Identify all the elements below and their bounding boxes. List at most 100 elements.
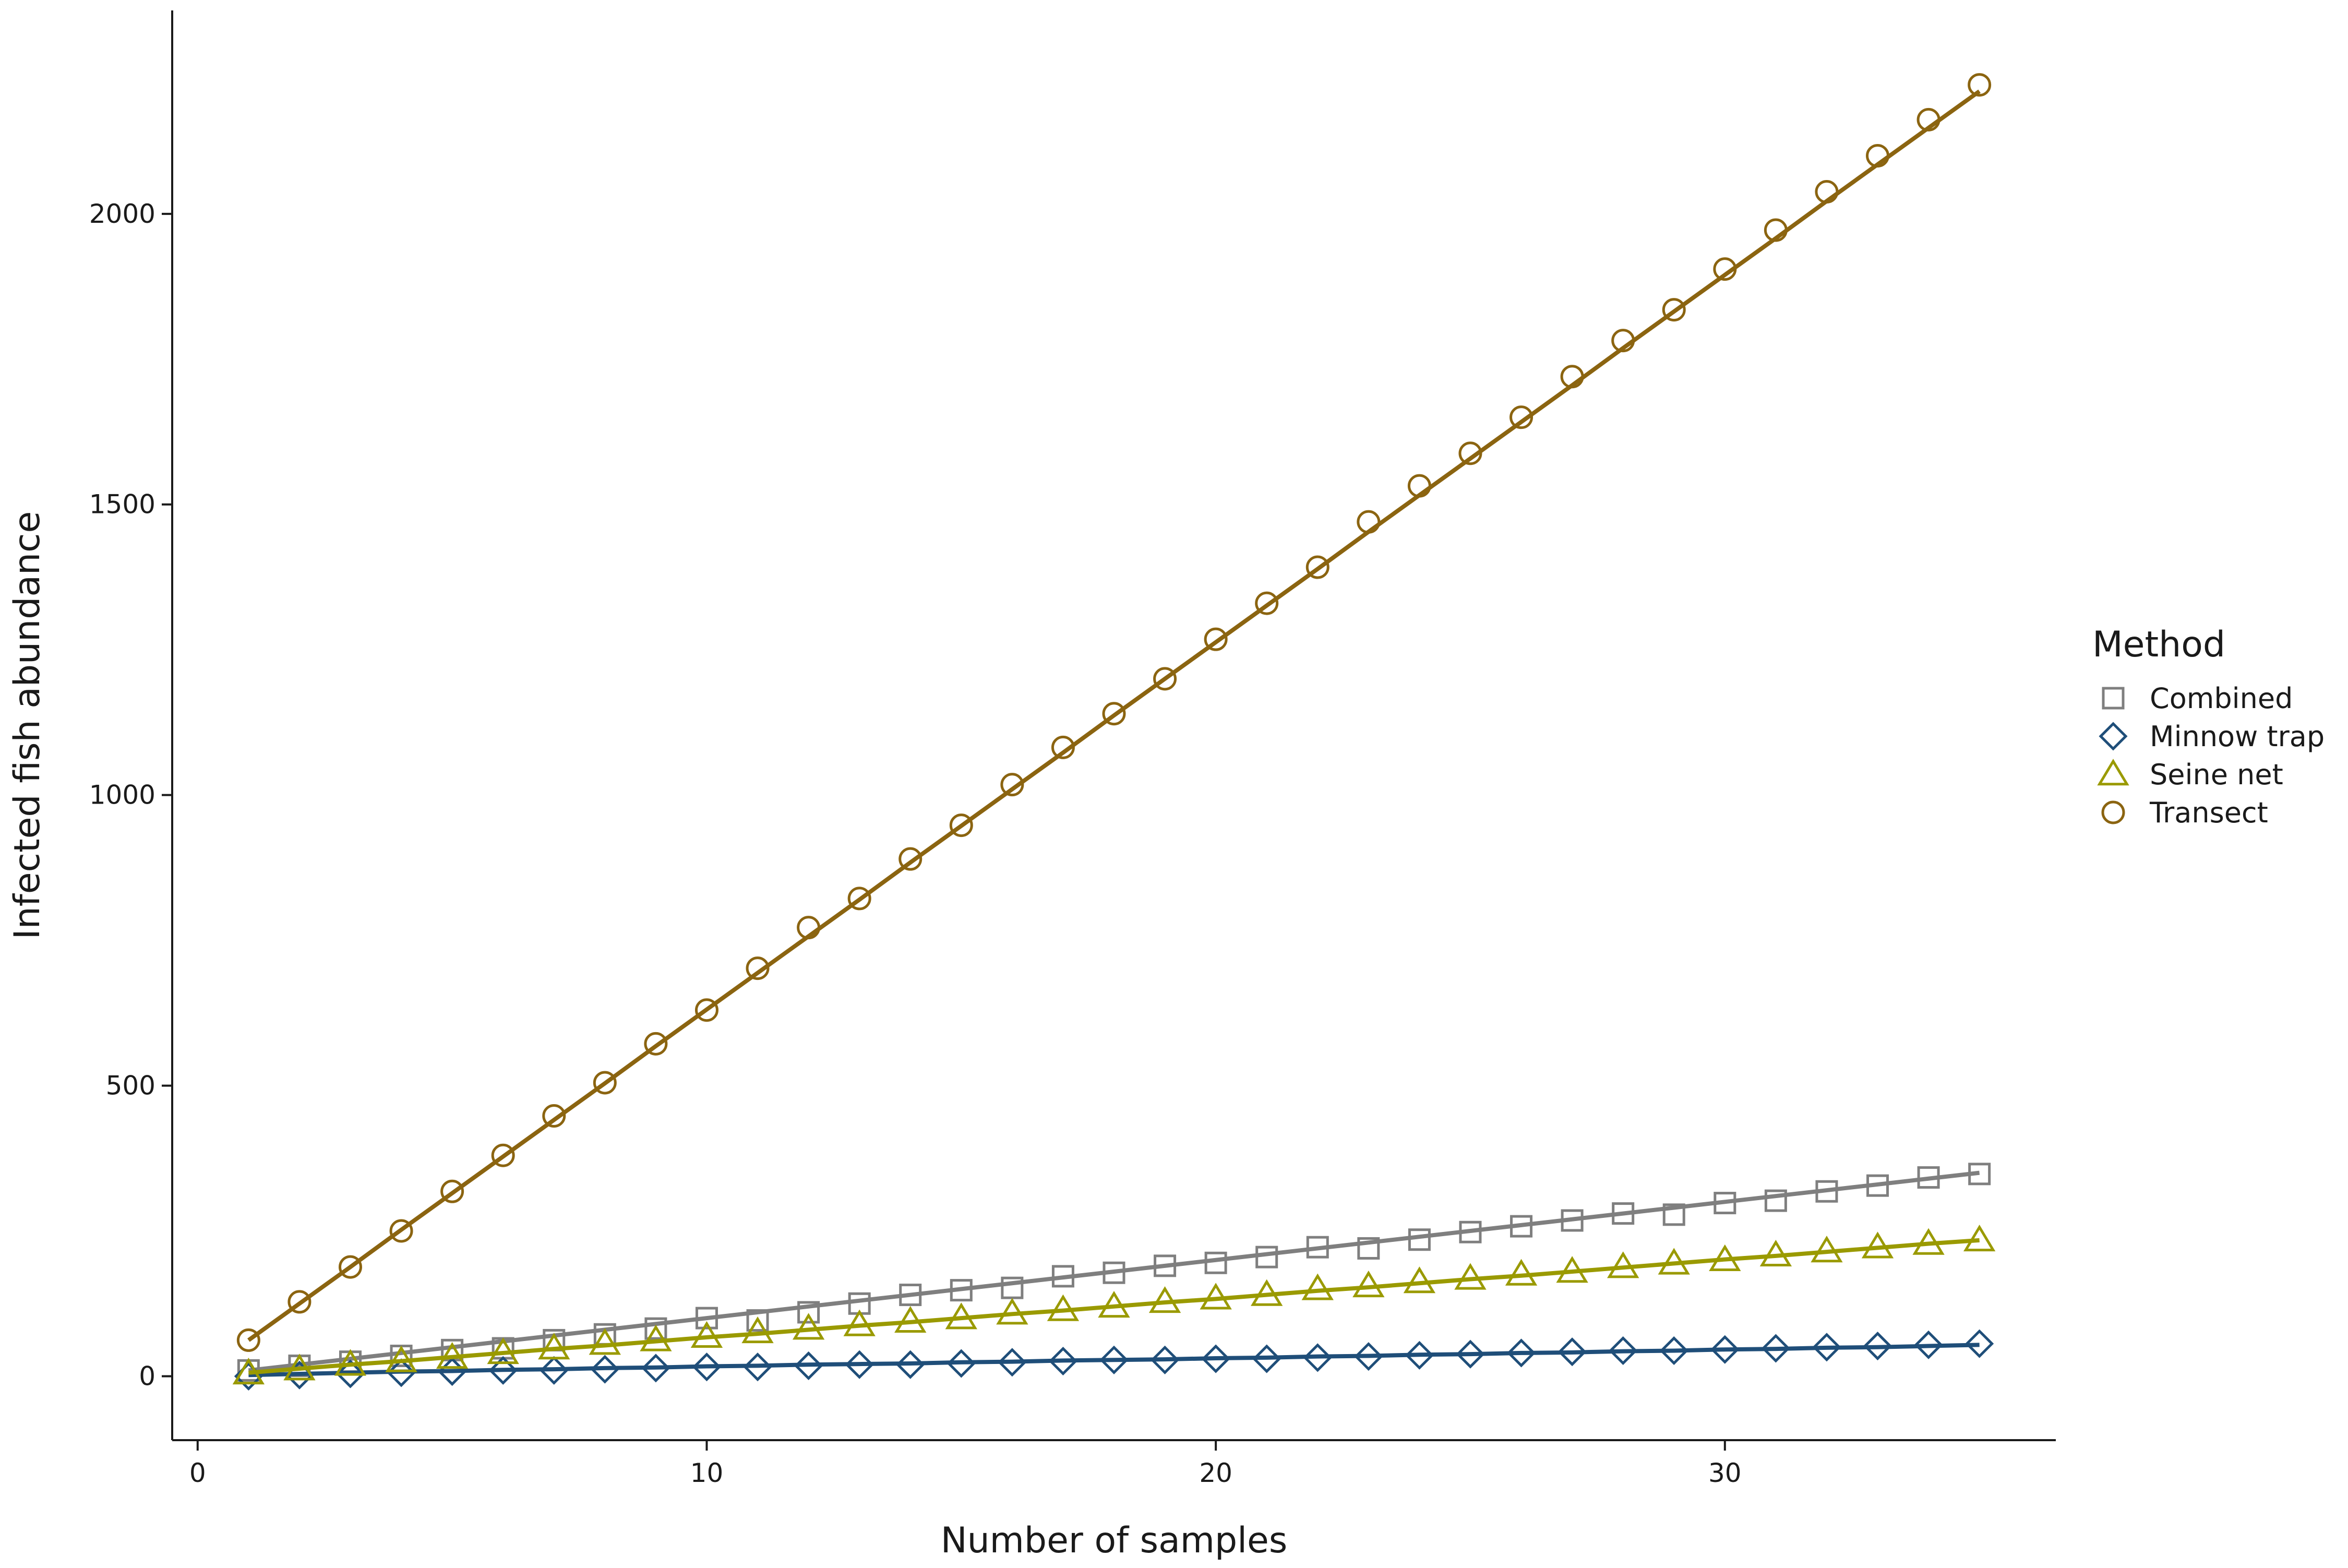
point-transect [694, 998, 718, 1022]
point-seine-net [1301, 1273, 1334, 1300]
y-tick-label: 2000 [89, 199, 155, 229]
point-minnow-trap [1405, 1340, 1434, 1370]
point-minnow-trap [1761, 1334, 1790, 1363]
point-combined [1001, 1276, 1024, 1299]
point-minnow-trap [1914, 1330, 1943, 1359]
point-combined [899, 1284, 922, 1307]
point-combined [1510, 1215, 1533, 1238]
y-axis-title: Infected fish abundance [7, 511, 48, 940]
point-combined [1815, 1180, 1838, 1203]
legend-key-combined [2102, 687, 2125, 710]
point-transect [1510, 405, 1534, 429]
point-transect [1815, 180, 1839, 204]
point-combined [695, 1307, 718, 1330]
fit-line-combined [248, 1170, 1980, 1373]
point-minnow-trap [1659, 1336, 1688, 1366]
point-transect [1866, 143, 1890, 167]
point-combined [644, 1317, 667, 1340]
series-combined [237, 1163, 1991, 1382]
point-transect [1764, 218, 1788, 242]
point-minnow-trap [896, 1350, 925, 1379]
point-combined [1764, 1189, 1787, 1212]
point-transect [1000, 773, 1024, 797]
fit-line-minnow-trap [248, 1343, 1980, 1378]
point-transect [287, 1290, 312, 1314]
point-seine-net [741, 1316, 774, 1344]
point-transect [542, 1104, 566, 1128]
point-minnow-trap [1303, 1343, 1332, 1372]
y-tick-label: 1000 [89, 780, 155, 810]
point-transect [1051, 735, 1075, 759]
point-transect [746, 956, 770, 980]
point-transect [1204, 627, 1228, 651]
x-tick-label: 0 [189, 1458, 206, 1488]
point-combined [1408, 1228, 1431, 1251]
point-seine-net [792, 1313, 825, 1340]
point-transect [1458, 441, 1482, 465]
point-transect [644, 1032, 668, 1056]
point-transect [236, 1328, 260, 1352]
y-tick-label: 500 [106, 1071, 155, 1101]
point-seine-net [334, 1349, 367, 1376]
point-minnow-trap [1558, 1337, 1587, 1367]
point-minnow-trap [540, 1356, 569, 1385]
point-minnow-trap [387, 1358, 416, 1387]
point-minnow-trap [590, 1355, 619, 1384]
point-minnow-trap [1201, 1344, 1230, 1373]
point-combined [950, 1279, 973, 1302]
legend-label-seine-net: Seine net [2150, 758, 2283, 791]
point-seine-net [1352, 1270, 1385, 1298]
legend-item-combined: Combined [2102, 682, 2293, 715]
point-seine-net [1148, 1286, 1181, 1313]
point-transect [797, 916, 821, 940]
point-transect [1357, 510, 1381, 534]
point-transect [899, 847, 923, 871]
point-combined [1612, 1202, 1635, 1225]
series-seine-net [232, 1224, 1996, 1385]
point-transect [1102, 702, 1126, 726]
point-transect [949, 813, 973, 837]
point-minnow-trap [1812, 1333, 1841, 1362]
point-combined [1714, 1192, 1736, 1215]
point-seine-net [945, 1302, 977, 1330]
point-seine-net [690, 1321, 723, 1348]
point-combined [1204, 1251, 1227, 1274]
point-combined [1051, 1265, 1074, 1288]
point-seine-net [1403, 1266, 1436, 1294]
point-seine-net [996, 1298, 1028, 1325]
legend-key-transect [2101, 800, 2125, 824]
point-combined [1561, 1209, 1584, 1232]
point-transect [1968, 73, 1992, 97]
legend-key-minnow-trap [2099, 722, 2128, 751]
x-tick-label: 30 [1708, 1458, 1742, 1488]
point-transect [389, 1219, 413, 1243]
point-combined [1866, 1174, 1889, 1197]
point-seine-net [1200, 1283, 1232, 1310]
point-seine-net [232, 1358, 265, 1385]
point-seine-net [894, 1306, 927, 1333]
point-transect [593, 1071, 617, 1095]
point-transect [1713, 257, 1737, 281]
point-seine-net [1098, 1290, 1130, 1318]
point-transect [338, 1255, 362, 1279]
x-tick-label: 20 [1199, 1458, 1232, 1488]
point-minnow-trap [794, 1351, 823, 1380]
legend-key-seine-net [2097, 759, 2129, 786]
y-tick-label: 0 [139, 1361, 155, 1391]
point-minnow-trap [1507, 1338, 1536, 1368]
point-seine-net [1709, 1244, 1741, 1271]
point-minnow-trap [1710, 1335, 1740, 1364]
point-transect [1153, 667, 1177, 691]
legend: Method Combined Minnow trap Seine net Trans… [2092, 624, 2325, 829]
point-transect [440, 1179, 464, 1203]
point-minnow-trap [1099, 1345, 1129, 1374]
point-combined [746, 1309, 769, 1332]
fit-line-seine-net [248, 1238, 1980, 1375]
point-seine-net [1658, 1248, 1690, 1275]
point-transect [1407, 474, 1431, 498]
legend-item-transect: Transect [2101, 796, 2268, 829]
point-minnow-trap [336, 1359, 365, 1389]
point-seine-net [1861, 1231, 1894, 1259]
point-seine-net [1556, 1256, 1588, 1283]
point-combined [797, 1301, 820, 1324]
